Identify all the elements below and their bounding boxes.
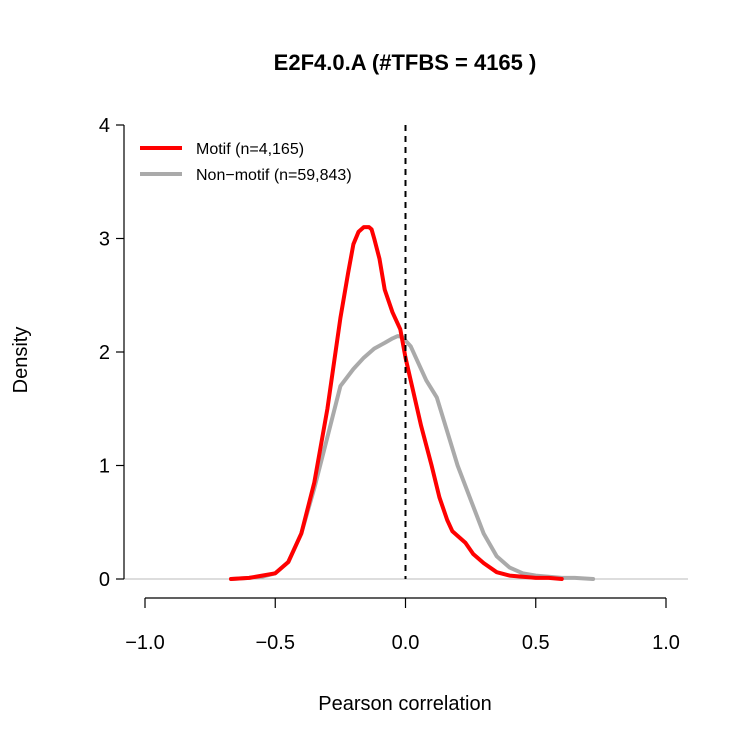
x-tick-label: 0.5 — [522, 632, 550, 654]
x-axis-title: Pearson correlation — [318, 693, 491, 715]
legend: Motif (n=4,165) Non−motif (n=59,843) — [140, 141, 352, 184]
motif-density-line — [229, 225, 564, 581]
y-tick-label: 2 — [99, 342, 110, 364]
y-tick-label: 4 — [99, 115, 110, 137]
legend-label-non-motif: Non−motif (n=59,843) — [196, 167, 352, 184]
plot-area: 0 1 2 3 4 −1.0 −0.5 0.0 0.5 1.0 — [99, 115, 688, 654]
y-tick-label: 0 — [99, 569, 110, 591]
x-tick-label: −0.5 — [256, 632, 295, 654]
chart-title: E2F4.0.A (#TFBS = 4165 ) — [274, 50, 537, 75]
x-tick-label: 0.0 — [392, 632, 420, 654]
x-tick-label: 1.0 — [652, 632, 680, 654]
legend-label-motif: Motif (n=4,165) — [196, 141, 304, 158]
x-tick-label: −1.0 — [125, 632, 164, 654]
y-axis-title: Density — [10, 327, 32, 394]
y-tick-label: 3 — [99, 229, 110, 251]
y-tick-label: 1 — [99, 456, 110, 478]
non-motif-density-line — [229, 334, 596, 581]
